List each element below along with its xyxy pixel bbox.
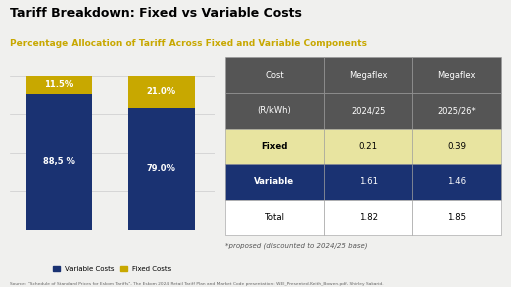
Text: 1.61: 1.61 — [359, 177, 378, 187]
Text: 0.21: 0.21 — [359, 142, 378, 151]
Text: Fixed: Fixed — [261, 142, 288, 151]
Text: Tariff Breakdown: Fixed vs Variable Costs: Tariff Breakdown: Fixed vs Variable Cost… — [10, 7, 302, 20]
Text: Megaflex: Megaflex — [437, 71, 476, 80]
FancyBboxPatch shape — [324, 57, 412, 93]
Legend: Variable Costs, Fixed Costs: Variable Costs, Fixed Costs — [51, 263, 174, 275]
Text: *proposed (discounted to 2024/25 base): *proposed (discounted to 2024/25 base) — [225, 243, 367, 249]
Bar — [128, 76, 195, 108]
Text: 11.5%: 11.5% — [44, 80, 74, 89]
Bar — [26, 76, 92, 94]
FancyBboxPatch shape — [412, 93, 501, 129]
Text: 2025/26*: 2025/26* — [437, 106, 476, 115]
FancyBboxPatch shape — [324, 164, 412, 200]
FancyBboxPatch shape — [225, 93, 324, 129]
Text: Source: "Schedule of Standard Prices for Eskom Tariffs", The Eskom 2024 Retail T: Source: "Schedule of Standard Prices for… — [10, 282, 384, 286]
FancyBboxPatch shape — [412, 200, 501, 235]
Text: Cost: Cost — [265, 71, 284, 80]
Text: 21.0%: 21.0% — [147, 88, 176, 96]
Text: 1.46: 1.46 — [447, 177, 466, 187]
FancyBboxPatch shape — [412, 164, 501, 200]
Text: 1.82: 1.82 — [359, 213, 378, 222]
FancyBboxPatch shape — [225, 57, 324, 93]
FancyBboxPatch shape — [225, 200, 324, 235]
Text: Percentage Allocation of Tariff Across Fixed and Variable Components: Percentage Allocation of Tariff Across F… — [10, 39, 367, 48]
Text: Total: Total — [265, 213, 285, 222]
Text: 0.39: 0.39 — [447, 142, 466, 151]
Text: 1.85: 1.85 — [447, 213, 466, 222]
Text: 88,5 %: 88,5 % — [43, 157, 75, 166]
Bar — [128, 108, 195, 230]
FancyBboxPatch shape — [324, 93, 412, 129]
FancyBboxPatch shape — [324, 129, 412, 164]
FancyBboxPatch shape — [324, 200, 412, 235]
FancyBboxPatch shape — [225, 129, 324, 164]
Text: Megaflex: Megaflex — [349, 71, 387, 80]
Text: 79.0%: 79.0% — [147, 164, 176, 173]
FancyBboxPatch shape — [225, 164, 324, 200]
Bar — [26, 94, 92, 230]
FancyBboxPatch shape — [412, 129, 501, 164]
Text: 2024/25: 2024/25 — [351, 106, 385, 115]
FancyBboxPatch shape — [412, 57, 501, 93]
Text: (R/kWh): (R/kWh) — [258, 106, 291, 115]
Text: Variable: Variable — [254, 177, 294, 187]
